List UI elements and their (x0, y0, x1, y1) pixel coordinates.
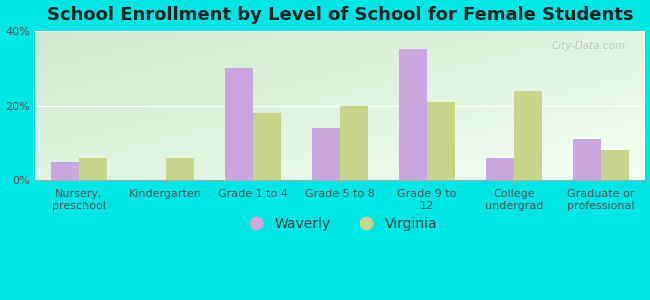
Bar (312, 128, 340, 180)
Title: School Enrollment by Level of School for Female Students: School Enrollment by Level of School for… (47, 6, 633, 24)
Bar (399, 50, 427, 180)
Bar (601, 150, 629, 180)
Bar (427, 102, 455, 180)
Bar (166, 158, 194, 180)
Text: City-Data.com: City-Data.com (552, 41, 626, 51)
Legend: Waverly, Virginia: Waverly, Virginia (236, 211, 443, 236)
Bar (340, 106, 368, 180)
Bar (486, 158, 514, 180)
Bar (79, 158, 107, 180)
Bar (253, 113, 281, 180)
Bar (573, 139, 601, 180)
Bar (51, 162, 79, 180)
Bar (514, 91, 541, 180)
Bar (225, 68, 253, 180)
